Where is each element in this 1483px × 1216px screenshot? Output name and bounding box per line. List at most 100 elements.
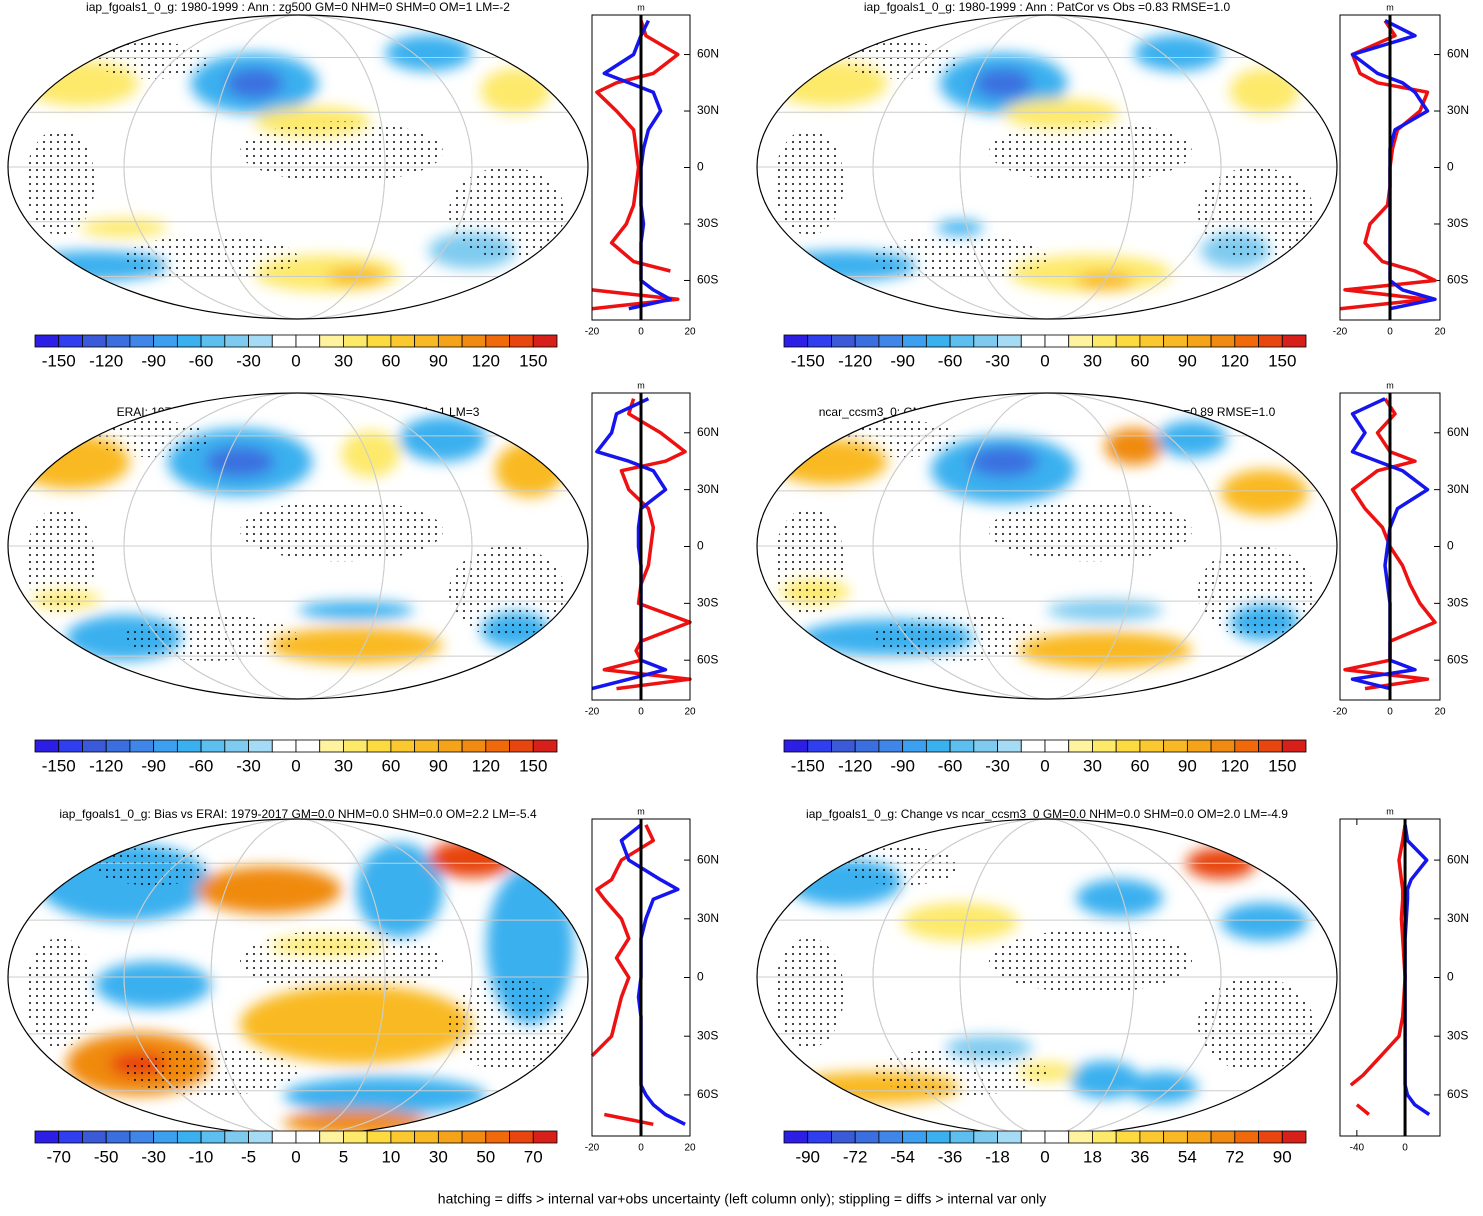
graticule <box>959 393 1135 699</box>
colorbar-label: 0 <box>291 351 300 370</box>
colorbar-box <box>807 1130 832 1144</box>
colorbar-label: -18 <box>985 1147 1010 1166</box>
colorbar-label: 36 <box>1130 1147 1149 1166</box>
colorbar-box <box>34 334 60 348</box>
x-tick-label: 0 <box>638 707 644 718</box>
colorbar-box <box>509 739 534 753</box>
stippling <box>95 42 211 79</box>
y-tick-label: 60N <box>1447 425 1469 439</box>
stippling <box>448 167 565 259</box>
map <box>757 393 1337 699</box>
anomaly-blob <box>1229 68 1300 114</box>
stippling <box>95 847 211 886</box>
colorbar-box <box>153 334 178 348</box>
y-tick-label: 60N <box>1447 47 1469 61</box>
stippling <box>989 121 1192 183</box>
colorbar-box <box>129 334 155 348</box>
colorbar-label: -54 <box>890 1147 915 1166</box>
colorbar-label: 120 <box>1221 351 1249 370</box>
colorbar-box <box>1163 739 1188 753</box>
colorbar-box <box>390 334 416 348</box>
anomaly-blob <box>80 218 168 237</box>
colorbar-box <box>58 739 83 753</box>
colorbar-box <box>1139 334 1165 348</box>
stippling <box>844 420 960 458</box>
colorbar-box <box>390 739 416 753</box>
graticule <box>210 819 386 1135</box>
colorbar-box <box>295 739 321 753</box>
colorbar-box <box>200 334 226 348</box>
y-tick-label: 0 <box>697 160 704 174</box>
x-tick-label: 0 <box>638 1143 644 1154</box>
colorbar-box <box>437 1130 463 1144</box>
colorbar-label: -60 <box>938 756 963 775</box>
colorbar-label: -120 <box>89 756 123 775</box>
profile-line <box>591 397 668 691</box>
map <box>757 819 1337 1135</box>
colorbar-label: 5 <box>339 1147 348 1166</box>
anomaly-blob <box>1076 879 1163 917</box>
colorbar-box <box>1044 739 1070 753</box>
colorbar-box <box>414 1130 439 1144</box>
graticule <box>959 15 1135 319</box>
stippling <box>1197 546 1314 638</box>
colorbar-box <box>343 1130 368 1144</box>
y-tick-label: 60N <box>1447 852 1469 866</box>
colorbar-box <box>1210 1130 1236 1144</box>
stippling <box>95 420 211 458</box>
colorbar-box <box>271 1130 297 1144</box>
anomaly-blob <box>399 415 487 462</box>
colorbar-label: 60 <box>1130 756 1149 775</box>
colorbar-box <box>997 739 1022 753</box>
colorbar-box <box>973 739 998 753</box>
colorbar-box <box>509 334 534 348</box>
y-tick-label: 30N <box>697 482 719 496</box>
colorbar-label: 30 <box>334 351 353 370</box>
colorbar-label: 0 <box>1040 351 1049 370</box>
stippling <box>124 1048 298 1096</box>
profile-line <box>1339 19 1437 311</box>
stippling <box>774 937 844 1049</box>
colorbar-box <box>1258 739 1283 753</box>
profile-unit: m <box>637 380 645 390</box>
colorbar-box <box>1186 1130 1212 1144</box>
colorbar-label: -90 <box>890 756 915 775</box>
y-tick-label: 30S <box>1447 216 1468 230</box>
panel-title: iap_fgoals1_0_g: Bias vs ERAI: 1979-2017… <box>59 807 537 821</box>
colorbar-box <box>1186 739 1212 753</box>
anomaly-blob <box>298 601 414 620</box>
colorbar-box <box>902 739 927 753</box>
y-tick-label: 0 <box>697 970 704 984</box>
stippling <box>873 235 1047 281</box>
stippling <box>448 977 565 1072</box>
y-tick-label: 60S <box>1447 652 1468 666</box>
anomaly-blob <box>95 961 211 1009</box>
stippling <box>774 129 844 236</box>
colorbar-label: 90 <box>429 351 448 370</box>
colorbar-box <box>82 739 107 753</box>
y-tick-label: 60N <box>697 47 719 61</box>
stippling <box>240 121 443 183</box>
y-tick-label: 60S <box>697 652 718 666</box>
colorbar-box <box>1068 739 1093 753</box>
anomaly-blob <box>1018 631 1192 669</box>
colorbar-box <box>437 334 463 348</box>
colorbar-label: -36 <box>938 1147 963 1166</box>
anomaly-blob <box>974 68 1033 99</box>
profile-frame <box>1339 818 1441 1137</box>
colorbar-label: -30 <box>141 1147 166 1166</box>
colorbar-box <box>949 1130 975 1144</box>
colorbar-box <box>1281 1130 1307 1144</box>
colorbar-box <box>1044 1130 1070 1144</box>
colorbar-box <box>271 739 297 753</box>
x-tick-label: 0 <box>1402 1143 1408 1154</box>
colorbar-box <box>902 1130 927 1144</box>
colorbar-box <box>319 739 344 753</box>
y-tick-label: 30S <box>697 596 718 610</box>
colorbar-box <box>485 1130 510 1144</box>
colorbar-label: -30 <box>985 756 1010 775</box>
profile-line <box>1349 824 1407 1116</box>
colorbar-label: 90 <box>1178 351 1197 370</box>
colorbar-label: -120 <box>838 351 872 370</box>
colorbar-label: -72 <box>843 1147 868 1166</box>
